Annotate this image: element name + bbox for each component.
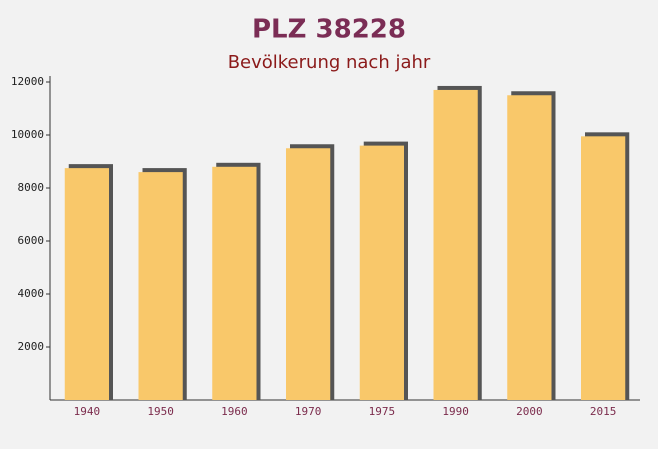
x-tick-label: 1960 xyxy=(221,405,248,418)
y-tick-label: 12000 xyxy=(11,75,44,88)
x-tick-label: 1950 xyxy=(147,405,174,418)
x-tick-label: 2015 xyxy=(590,405,617,418)
bar xyxy=(64,168,109,400)
bar xyxy=(359,145,404,400)
x-tick-label: 1975 xyxy=(369,405,396,418)
y-tick-label: 8000 xyxy=(18,181,45,194)
x-tick-label: 2000 xyxy=(516,405,543,418)
x-tick-label: 1990 xyxy=(442,405,469,418)
bar xyxy=(286,148,331,400)
bar xyxy=(212,166,257,400)
y-tick-label: 4000 xyxy=(18,287,45,300)
chart-title: PLZ 38228 xyxy=(252,15,406,45)
y-tick-label: 10000 xyxy=(11,128,44,141)
x-tick-label: 1970 xyxy=(295,405,322,418)
bar xyxy=(581,136,626,400)
bar xyxy=(138,172,183,400)
y-tick-label: 6000 xyxy=(18,234,45,247)
bar xyxy=(433,89,478,400)
bar xyxy=(507,95,552,400)
y-tick-label: 2000 xyxy=(18,340,45,353)
chart-subtitle: Bevölkerung nach jahr xyxy=(228,52,431,73)
x-tick-label: 1940 xyxy=(74,405,101,418)
